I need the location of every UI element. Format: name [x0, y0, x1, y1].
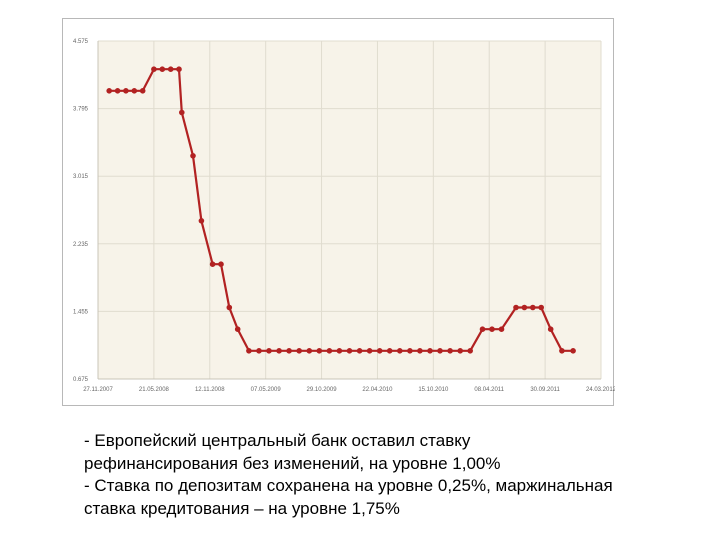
- data-point: [437, 348, 443, 354]
- data-point: [256, 348, 262, 354]
- data-point: [356, 348, 363, 354]
- data-point: [106, 88, 112, 94]
- y-tick-label: 1.455: [73, 309, 89, 315]
- caption-line-3: - Ставка по депозитам сохранена на уровн…: [84, 476, 613, 495]
- data-point: [467, 348, 474, 354]
- caption: - Европейский центральный банк оставил с…: [84, 430, 684, 520]
- x-tick-label: 07.05.2009: [251, 387, 282, 393]
- data-point: [521, 304, 528, 311]
- data-point: [326, 348, 333, 354]
- data-point: [198, 218, 205, 224]
- caption-line-2: рефинансирования без изменений, на уровн…: [84, 453, 501, 473]
- data-point: [316, 348, 323, 354]
- series-points: [106, 66, 576, 354]
- data-point: [218, 261, 224, 267]
- data-point: [427, 348, 433, 354]
- x-tick-label: 15.10.2010: [418, 387, 449, 393]
- caption-line-4: ставка кредитования – на уровне 1,75%: [84, 498, 400, 518]
- data-point: [376, 348, 383, 354]
- data-point: [276, 348, 282, 354]
- data-point: [159, 66, 166, 72]
- data-point: [457, 348, 464, 354]
- data-point: [386, 348, 393, 354]
- data-point: [489, 326, 495, 333]
- data-point: [234, 326, 241, 333]
- data-point: [123, 88, 129, 94]
- data-point: [397, 348, 403, 354]
- x-tick-label: 27.11.2007: [83, 387, 113, 393]
- x-tick-label: 24.03.2012: [586, 387, 615, 393]
- x-tick-label: 30.09.2011: [530, 387, 560, 393]
- data-point: [417, 348, 423, 354]
- data-point: [538, 304, 544, 311]
- data-point: [346, 348, 353, 354]
- data-point: [179, 109, 185, 116]
- line-chart: 4.575 3.795 3.015 2.235 1.455 0.675 27.11.2007…: [73, 39, 615, 393]
- y-tick-label: 2.235: [73, 242, 89, 248]
- x-tick-label: 08.04.2011: [474, 387, 504, 393]
- y-tick-label: 3.795: [73, 107, 89, 113]
- y-tick-label: 0.675: [73, 377, 89, 383]
- data-point: [306, 348, 313, 354]
- tick-labels: 4.575 3.795 3.015 2.235 1.455 0.675 27.11.2007…: [73, 39, 615, 393]
- axes: [97, 41, 601, 380]
- plot-area: [98, 41, 601, 379]
- data-point: [190, 153, 196, 159]
- data-point: [286, 348, 292, 354]
- data-point: [570, 348, 576, 354]
- data-point: [114, 88, 121, 94]
- x-tick-label: 29.10.2009: [307, 387, 338, 393]
- x-tick-label: 21.05.2008: [139, 387, 170, 393]
- data-point: [151, 66, 157, 72]
- data-point: [226, 304, 233, 311]
- data-point: [131, 88, 138, 94]
- data-point: [498, 326, 505, 333]
- data-point: [513, 304, 519, 311]
- data-point: [246, 348, 252, 354]
- data-point: [447, 348, 453, 354]
- data-point: [336, 348, 343, 354]
- data-point: [407, 348, 413, 354]
- caption-line-1: - Европейский центральный банк оставил с…: [84, 431, 471, 450]
- x-tick-label: 22.04.2010: [362, 387, 393, 393]
- y-tick-label: 3.015: [73, 174, 89, 180]
- chart-frame: 4.575 3.795 3.015 2.235 1.455 0.675 27.11.2007…: [62, 18, 615, 406]
- data-point: [296, 348, 302, 354]
- data-point: [167, 66, 174, 72]
- data-point: [559, 348, 565, 354]
- data-point: [530, 304, 536, 311]
- data-point: [547, 326, 554, 333]
- data-point: [209, 261, 216, 267]
- data-point: [176, 66, 182, 72]
- x-tick-label: 12.11.2008: [195, 387, 225, 393]
- data-point: [266, 348, 272, 354]
- data-point: [139, 88, 146, 94]
- y-tick-label: 4.575: [73, 39, 89, 45]
- data-point: [479, 326, 486, 333]
- data-point: [366, 348, 373, 354]
